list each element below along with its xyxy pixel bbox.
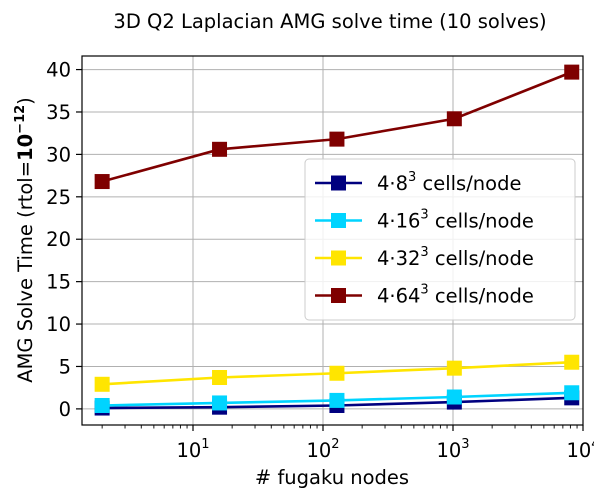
legend-box [304,158,576,321]
legend-item: 4·643 cells/node [315,283,534,308]
legend-label: 4·83 cells/node [377,170,521,195]
data-point [446,389,462,405]
legend-label: 4·643 cells/node [377,283,534,308]
y-tick-label: 30 [46,143,71,166]
y-tick-label: 35 [46,101,71,124]
y-axis-label-exponent: −12 [13,105,28,134]
data-point [329,131,345,147]
x-tick-label: 102 [306,437,339,462]
x-tick-label: 104 [566,437,594,462]
data-point [212,141,228,157]
y-tick-label: 25 [46,186,71,209]
data-point [564,64,580,80]
data-point [94,376,110,392]
y-tick-label: 15 [46,271,71,294]
data-point [446,360,462,376]
x-tick-label: 103 [436,437,469,462]
plot-series [94,64,580,416]
data-point [329,392,345,408]
y-tick-label: 10 [46,313,71,336]
y-tick-label: 40 [46,59,71,82]
y-tick-label: 0 [59,398,71,421]
series-3 [94,354,580,392]
y-axis-label-suffix: ) [14,97,37,105]
chart-title: 3D Q2 Laplacian AMG solve time (10 solve… [113,10,546,33]
axis-ticks: 0 5 10 15 20 25 30 35 40 101 102 103 104 [46,59,594,462]
data-point [94,174,110,190]
legend-item: 4·163 cells/node [315,208,534,233]
legend-item: 4·83 cells/node [315,170,521,195]
legend-label: 4·323 cells/node [377,245,534,270]
legend-item: 4·323 cells/node [315,245,534,270]
data-point [212,395,228,411]
y-tick-label: 5 [59,355,71,378]
data-point [94,397,110,413]
series-4 [94,64,580,190]
legend-marker [331,175,346,191]
y-axis-label: AMG Solve Time (rtol=10−12) [13,97,37,383]
legend-marker [331,288,346,303]
y-axis-label-base: 10 [14,134,37,161]
legend-marker [331,250,346,266]
data-point [212,369,228,385]
x-tick-label: 101 [176,437,209,462]
series-2 [94,385,580,413]
y-tick-label: 20 [46,228,71,251]
legend: 4·83 cells/node 4·163 cells/node 4·323 cel… [304,158,576,321]
y-axis-label-prefix: AMG Solve Time (rtol= [14,161,37,383]
x-axis-label: # fugaku nodes [255,466,409,489]
data-point [564,354,580,370]
legend-marker [331,213,346,228]
data-point [329,365,345,381]
data-point [446,111,462,127]
data-point [564,385,580,401]
legend-label: 4·163 cells/node [377,208,534,233]
plot-frame [81,55,584,426]
